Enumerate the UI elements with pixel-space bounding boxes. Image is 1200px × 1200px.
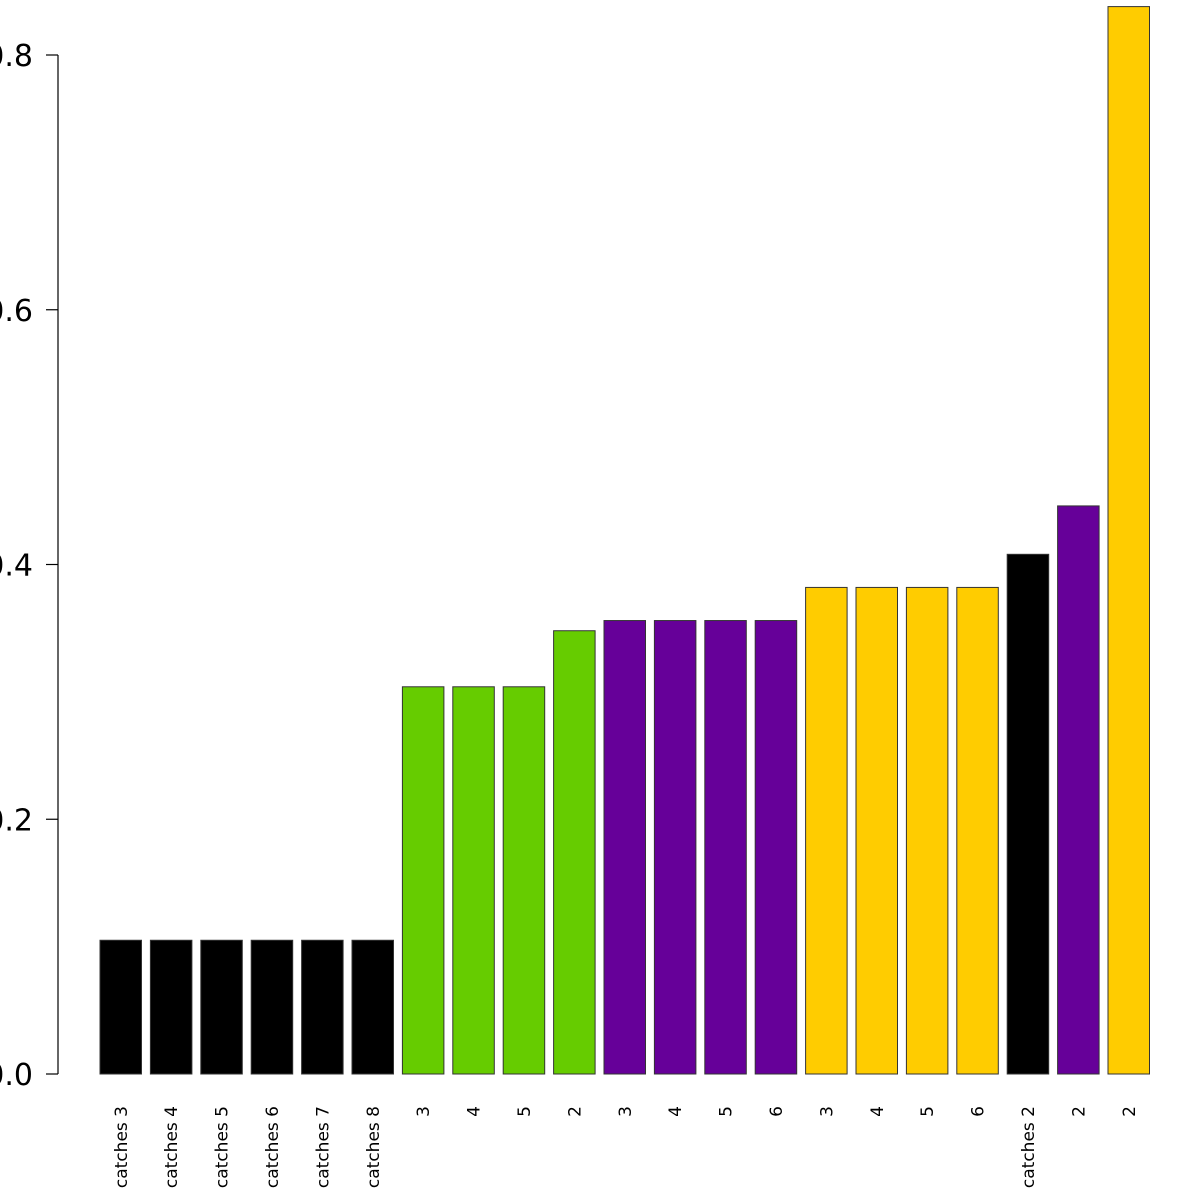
bar: [553, 630, 596, 1075]
bar: [805, 586, 848, 1075]
x-category-label: 5: [717, 1106, 737, 1117]
bar: [653, 620, 697, 1075]
x-category-label: 3: [817, 1106, 837, 1117]
x-category-label: catches 3: [112, 1106, 132, 1188]
x-category-label: catches 6: [263, 1106, 283, 1188]
bar: [1107, 6, 1150, 1075]
bar: [301, 939, 344, 1075]
bar: [1057, 505, 1100, 1075]
bar: [956, 586, 999, 1075]
bar: [149, 939, 193, 1075]
bar: [754, 620, 798, 1075]
y-tick-label: 0.2: [0, 803, 33, 838]
bar: [905, 586, 949, 1075]
bar: [200, 939, 243, 1075]
x-category-label: 3: [616, 1106, 636, 1117]
x-category-label: 2: [1120, 1106, 1140, 1117]
x-axis-labels: catches 3 catches 4 catches 5 catches 6 catc…: [112, 1106, 1140, 1188]
bar: [452, 686, 495, 1075]
x-category-label: catches 4: [162, 1106, 182, 1188]
y-tick-label: 0.8: [0, 39, 33, 74]
bar: [1006, 553, 1050, 1075]
x-category-label: catches 5: [213, 1106, 233, 1188]
x-category-label: 6: [767, 1106, 787, 1117]
x-category-label: catches 7: [313, 1106, 333, 1188]
bar: [502, 686, 546, 1075]
y-tick-label: 0.6: [0, 294, 33, 329]
y-tick-label: 0.0: [0, 1058, 33, 1093]
x-category-label: 4: [868, 1106, 888, 1117]
bars: [99, 6, 1150, 1075]
y-tick-label: 0.4: [0, 549, 33, 584]
x-category-label: catches 8: [364, 1106, 384, 1188]
x-category-label: catches 2: [1019, 1106, 1039, 1188]
x-category-label: 4: [465, 1106, 485, 1117]
x-category-label: 3: [414, 1106, 434, 1117]
x-category-label: 6: [969, 1106, 989, 1117]
x-category-label: 2: [565, 1106, 585, 1117]
x-category-label: 2: [1069, 1106, 1089, 1117]
bar: [351, 939, 394, 1075]
bar: [250, 939, 294, 1075]
bar: [855, 586, 898, 1075]
x-category-label: 4: [666, 1106, 686, 1117]
bar: [603, 620, 646, 1075]
x-category-label: 5: [918, 1106, 938, 1117]
bar: [704, 620, 747, 1075]
x-category-label: 5: [515, 1106, 535, 1117]
bar: [401, 686, 445, 1075]
y-axis: 0.0 0.2 0.4 0.6 0.8: [0, 39, 59, 1093]
bar: [99, 939, 142, 1075]
